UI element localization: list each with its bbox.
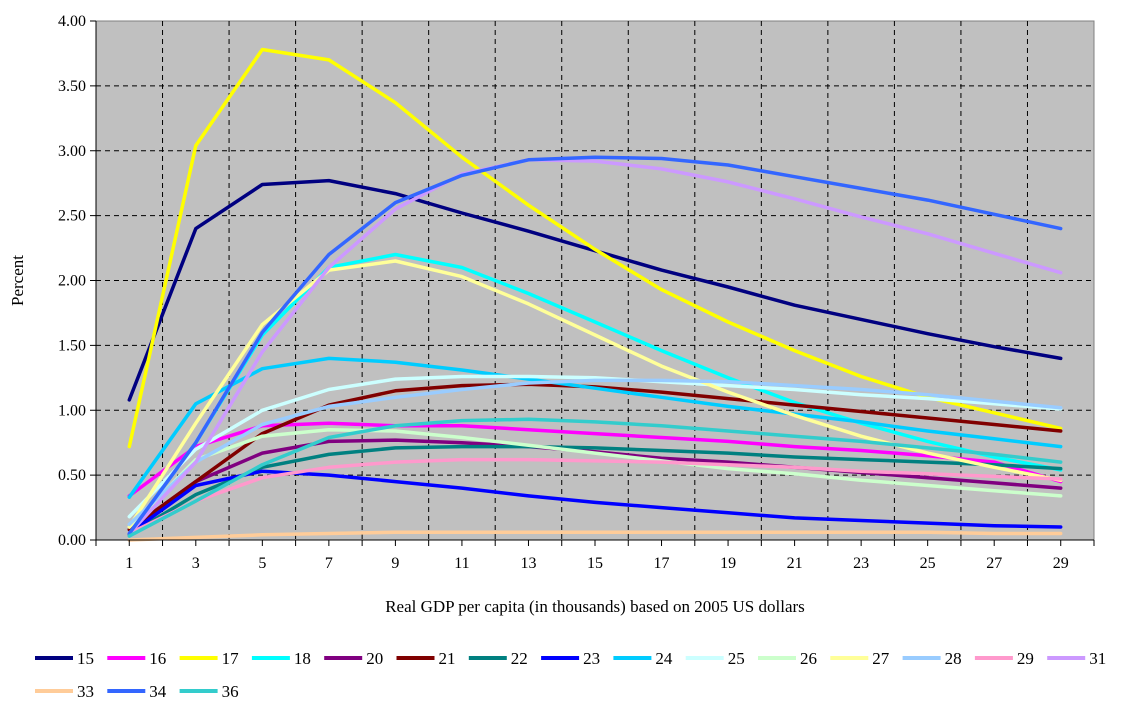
series-line-25	[127, 374, 1063, 519]
legend-label-25: 25	[728, 649, 745, 668]
series-line-28	[127, 378, 1063, 527]
legend-label-26: 26	[800, 649, 817, 668]
y-tick-label: 2.50	[58, 208, 86, 225]
x-tick-label: 3	[192, 555, 200, 572]
y-tick-label: 4.00	[58, 13, 86, 30]
legend-label-27: 27	[872, 649, 890, 668]
series-line-18	[127, 252, 1063, 536]
y-tick-label: 1.50	[58, 337, 86, 354]
y-axis-title: Percent	[8, 255, 27, 306]
series-line-17	[127, 47, 1063, 449]
series-line-33	[127, 530, 1063, 542]
legend-label-15: 15	[77, 649, 94, 668]
legend-label-34: 34	[149, 682, 167, 701]
series-line-24	[127, 356, 1063, 499]
x-tick-label: 19	[720, 555, 736, 572]
legend-label-31: 31	[1089, 649, 1106, 668]
y-tick-label: 0.50	[58, 467, 86, 484]
x-tick-label: 23	[853, 555, 869, 572]
legend-label-18: 18	[294, 649, 311, 668]
y-tick-label: 0.00	[58, 532, 86, 549]
x-tick-label: 21	[787, 555, 803, 572]
x-tick-label: 25	[920, 555, 936, 572]
legend-label-29: 29	[1017, 649, 1034, 668]
x-tick-label: 7	[325, 555, 333, 572]
x-tick-label: 9	[391, 555, 399, 572]
y-tick-label: 2.00	[58, 273, 86, 290]
x-tick-label: 1	[125, 555, 133, 572]
legend: 15 16 17 18 20 21 22 23 24 25 26 27 28 29 31 33 34 36	[35, 649, 1106, 701]
legend-label-22: 22	[511, 649, 528, 668]
series-line-26	[127, 427, 1063, 529]
x-tick-label: 11	[454, 555, 469, 572]
axes: 0.000.501.001.502.002.503.003.504.001 3 5 7…	[58, 13, 1095, 572]
x-tick-label: 15	[587, 555, 603, 572]
series-line-31	[127, 158, 1063, 536]
legend-label-16: 16	[149, 649, 166, 668]
legend-label-23: 23	[583, 649, 600, 668]
x-tick-label: 5	[258, 555, 266, 572]
legend-label-28: 28	[945, 649, 962, 668]
legend-label-21: 21	[439, 649, 456, 668]
series-line-22	[127, 444, 1063, 537]
x-axis-title: Real GDP per capita (in thousands) based…	[385, 597, 805, 616]
y-tick-label: 1.00	[58, 402, 86, 419]
x-tick-label: 29	[1053, 555, 1069, 572]
x-tick-label: 13	[520, 555, 536, 572]
series-line-29	[127, 457, 1063, 536]
x-tick-label: 17	[654, 555, 670, 572]
series-line-36	[127, 417, 1063, 538]
legend-label-17: 17	[222, 649, 240, 668]
legend-label-20: 20	[366, 649, 383, 668]
y-tick-label: 3.50	[58, 78, 86, 95]
series-lines	[127, 47, 1063, 542]
x-tick-label: 27	[986, 555, 1002, 572]
legend-label-36: 36	[222, 682, 239, 701]
y-tick-label: 3.00	[58, 143, 86, 160]
legend-label-24: 24	[655, 649, 673, 668]
legend-label-33: 33	[77, 682, 94, 701]
series-line-34	[127, 155, 1063, 536]
